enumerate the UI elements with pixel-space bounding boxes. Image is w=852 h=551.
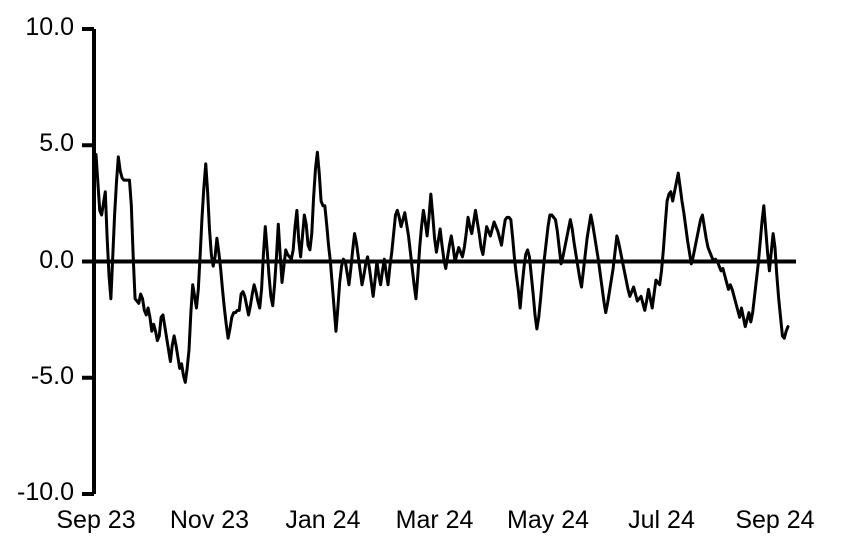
y-axis-ticks [82,27,94,496]
x-axis-label-5: Jul 24 [628,506,695,534]
y-axis-label-1: 5.0 [39,129,74,158]
x-axis-label-3: Mar 24 [395,506,474,534]
y-axis-label-4: -10.0 [17,478,74,506]
axis-group [82,27,796,496]
y-axis-label-3: -5.0 [30,361,74,390]
series-group [94,150,790,384]
data-line-series-1 [94,150,790,384]
x-axis-label-2: Jan 24 [285,506,361,534]
x-axis-label-4: May 24 [507,506,590,534]
x-axis-label-1: Nov 23 [169,506,250,534]
y-axis-label-2: 0.0 [39,245,74,274]
x-axis-label-6: Sep 24 [735,506,815,534]
y-axis-label-0: 10.0 [25,13,74,41]
x-axis-label-0: Sep 23 [56,506,136,534]
